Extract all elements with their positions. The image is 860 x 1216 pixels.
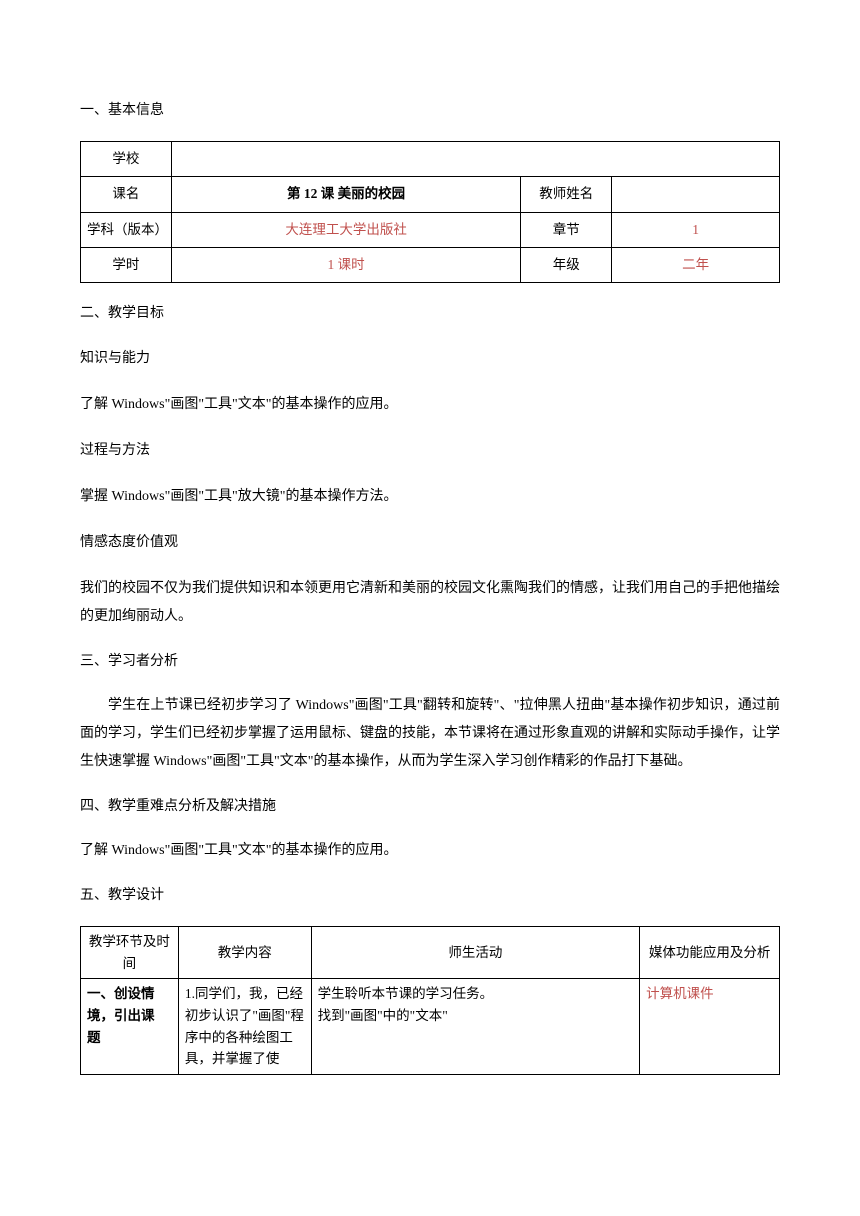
cell-school-value xyxy=(171,142,779,177)
stage-line3: 题 xyxy=(87,1030,101,1045)
section4-title: 四、教学重难点分析及解决措施 xyxy=(80,794,780,819)
sub-heading-emotion: 情感态度价值观 xyxy=(80,529,780,557)
table-row: 课名 第 12 课 美丽的校园 教师姓名 xyxy=(81,177,780,212)
text-knowledge: 了解 Windows"画图"工具"文本"的基本操作的应用。 xyxy=(80,391,780,419)
text-process: 掌握 Windows"画图"工具"放大镜"的基本操作方法。 xyxy=(80,483,780,511)
basic-info-table: 学校 课名 第 12 课 美丽的校园 教师姓名 学科（版本） 大连理工大学出版社… xyxy=(80,141,780,283)
cell-course-label: 课名 xyxy=(81,177,172,212)
section2-title: 二、教学目标 xyxy=(80,301,780,326)
header-col4: 媒体功能应用及分析 xyxy=(640,927,780,979)
cell-content: 1.同学们，我，已经初步认识了"画图"程序中的各种绘图工具，并掌握了使 xyxy=(178,979,311,1074)
stage-line1: 一、创设情 xyxy=(87,986,155,1001)
activity-line1: 学生聆听本节课的学习任务。 xyxy=(318,986,494,1001)
cell-grade-label: 年级 xyxy=(521,248,612,283)
cell-teacher-value xyxy=(612,177,780,212)
cell-hours-label: 学时 xyxy=(81,248,172,283)
table-row: 学科（版本） 大连理工大学出版社 章节 1 xyxy=(81,212,780,247)
stage-line2: 境，引出课 xyxy=(87,1008,155,1023)
text-emotion: 我们的校园不仅为我们提供知识和本领更用它清新和美丽的校园文化熏陶我们的情感，让我… xyxy=(80,575,780,631)
cell-subject-value: 大连理工大学出版社 xyxy=(171,212,521,247)
cell-hours-value: 1 课时 xyxy=(171,248,521,283)
activity-line2: 找到"画图"中的"文本" xyxy=(318,1008,448,1023)
table-row: 一、创设情 境，引出课 题 1.同学们，我，已经初步认识了"画图"程序中的各种绘… xyxy=(81,979,780,1074)
cell-subject-label: 学科（版本） xyxy=(81,212,172,247)
sub-heading-knowledge: 知识与能力 xyxy=(80,345,780,373)
cell-media: 计算机课件 xyxy=(640,979,780,1074)
text-keypoints: 了解 Windows"画图"工具"文本"的基本操作的应用。 xyxy=(80,837,780,865)
table-row: 学时 1 课时 年级 二年 xyxy=(81,248,780,283)
table-row: 学校 xyxy=(81,142,780,177)
text-learner-analysis: 学生在上节课已经初步学习了 Windows"画图"工具"翻转和旋转"、"拉伸黑人… xyxy=(80,692,780,776)
section3-title: 三、学习者分析 xyxy=(80,649,780,674)
cell-chapter-label: 章节 xyxy=(521,212,612,247)
header-col3: 师生活动 xyxy=(311,927,640,979)
section1-title: 一、基本信息 xyxy=(80,98,780,123)
header-col2: 教学内容 xyxy=(178,927,311,979)
cell-chapter-value: 1 xyxy=(612,212,780,247)
section5-title: 五、教学设计 xyxy=(80,883,780,908)
cell-teacher-label: 教师姓名 xyxy=(521,177,612,212)
teaching-design-table: 教学环节及时间 教学内容 师生活动 媒体功能应用及分析 一、创设情 境，引出课 … xyxy=(80,926,780,1075)
cell-course-value: 第 12 课 美丽的校园 xyxy=(171,177,521,212)
cell-stage: 一、创设情 境，引出课 题 xyxy=(81,979,179,1074)
header-col1: 教学环节及时间 xyxy=(81,927,179,979)
cell-activity: 学生聆听本节课的学习任务。 找到"画图"中的"文本" xyxy=(311,979,640,1074)
cell-school-label: 学校 xyxy=(81,142,172,177)
sub-heading-process: 过程与方法 xyxy=(80,437,780,465)
cell-grade-value: 二年 xyxy=(612,248,780,283)
table-header-row: 教学环节及时间 教学内容 师生活动 媒体功能应用及分析 xyxy=(81,927,780,979)
